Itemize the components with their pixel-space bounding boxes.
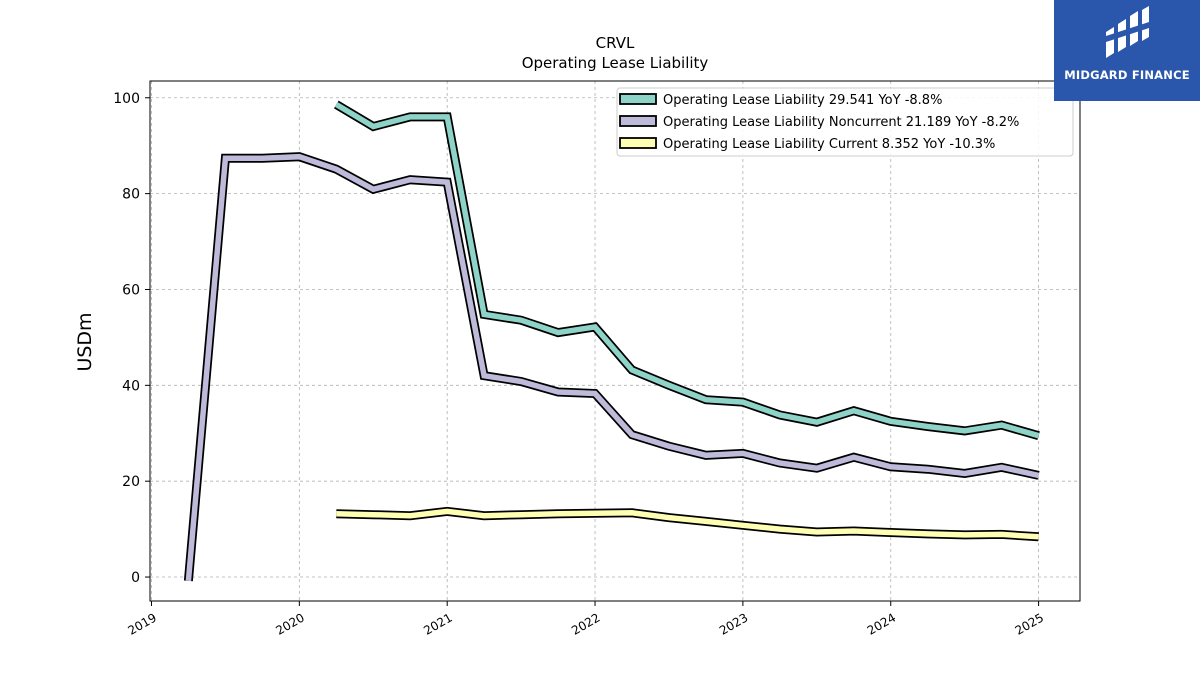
legend-label: Operating Lease Liability 29.541 YoY -8.… [663,93,942,108]
y-tick-label: 80 [122,187,140,203]
legend-swatch [619,115,657,127]
x-tick-label: 2023 [717,610,750,637]
y-axis-ticks: 0 20 40 60 80 100 [113,91,150,586]
legend-box [616,87,1074,157]
y-tick-label: 60 [122,282,140,298]
y-tick-label: 100 [113,91,140,107]
y-tick-label: 20 [122,474,140,490]
series-2 [183,152,1040,582]
series-line [336,508,1039,540]
series-lines [183,100,1040,582]
x-tick-label: 2024 [865,610,898,637]
x-tick-label: 2020 [273,610,306,637]
brand-name: MIDGARD FINANCE [1064,68,1190,82]
series-line [185,153,1040,582]
brand-mark-icon [1106,6,1149,58]
series-1 [334,100,1040,441]
grid [150,81,1080,601]
chart-title: CRVL [596,34,635,52]
y-tick-label: 0 [131,570,140,586]
x-tick-label: 2019 [126,610,159,637]
chart-subtitle: Operating Lease Liability [522,54,709,72]
x-axis-ticks: 2019 2020 2021 2022 2023 2024 2025 [126,601,1046,638]
series-3 [336,506,1039,542]
y-axis-label: USDm [74,312,96,371]
legend-label: Operating Lease Liability Noncurrent 21.… [663,115,1019,130]
x-tick-label: 2022 [569,610,602,637]
legend-swatch [619,93,657,105]
brand-logo: MIDGARD FINANCE [1054,0,1200,101]
x-tick-label: 2021 [421,610,454,637]
plot-frame [149,80,1081,602]
x-tick-label: 2025 [1013,610,1046,637]
legend-swatch [619,137,657,149]
y-tick-label: 40 [122,378,140,394]
series-line [334,102,1040,439]
legend-label: Operating Lease Liability Current 8.352 … [663,137,995,152]
legend: Operating Lease Liability 29.541 YoY -8.… [616,87,1074,157]
